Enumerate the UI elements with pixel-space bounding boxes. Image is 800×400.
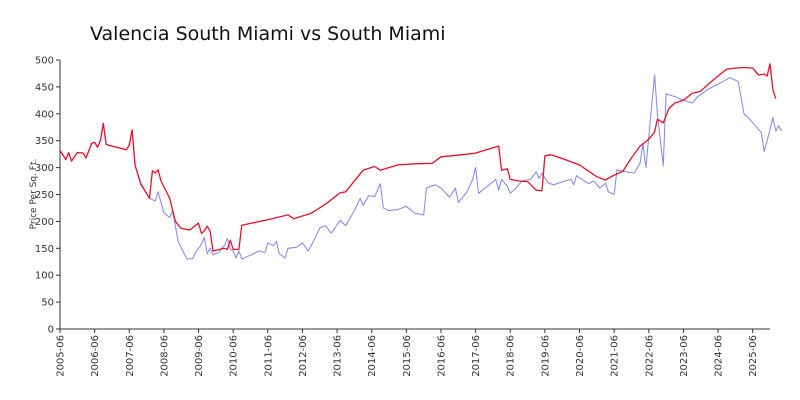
y-tick-label: 100 <box>35 271 54 282</box>
series-line-1 <box>59 63 777 252</box>
x-tick-label: 2016-06 <box>436 335 447 377</box>
x-tick-label: 2017-06 <box>471 335 482 377</box>
x-tick-label: 2021-06 <box>610 335 621 377</box>
y-tick-label: 500 <box>35 56 54 67</box>
x-tick-label: 2007-06 <box>125 335 136 377</box>
x-tick-label: 2014-06 <box>367 335 378 377</box>
x-tick-label: 2024-06 <box>714 335 725 377</box>
series-line-2 <box>59 74 782 260</box>
x-tick-label: 2010-06 <box>229 335 240 377</box>
y-tick-label: 0 <box>48 325 54 336</box>
chart-title: Valencia South Miami vs South Miami <box>90 23 446 45</box>
x-tick-label: 2011-06 <box>263 335 274 377</box>
x-tick-label: 2008-06 <box>159 335 170 377</box>
x-tick-label: 2006-06 <box>90 335 101 377</box>
x-tick-label: 2013-06 <box>333 335 344 377</box>
x-tick-label: 2025-06 <box>748 335 759 377</box>
series-lines <box>59 63 782 260</box>
x-tick-label: 2023-06 <box>679 335 690 377</box>
y-tick-label: 250 <box>35 190 54 201</box>
x-tick-label: 2019-06 <box>540 335 551 377</box>
y-tick-label: 200 <box>35 217 54 228</box>
x-tick-label: 2020-06 <box>575 335 586 377</box>
y-tick-label: 350 <box>35 136 54 147</box>
x-tick-label: 2005-06 <box>56 335 67 377</box>
x-axis-ticks: 2005-06 2006-06 2007-06 2008-06 2009-06 2010-… <box>56 329 759 377</box>
x-tick-label: 2009-06 <box>194 335 205 377</box>
y-tick-label: 50 <box>41 298 54 309</box>
x-tick-label: 2012-06 <box>298 335 309 377</box>
x-tick-label: 2018-06 <box>506 335 517 377</box>
y-tick-label: 150 <box>35 244 54 255</box>
y-axis-ticks: 0 50 100 150 200 250 300 350 400 450 500 <box>35 56 60 336</box>
y-axis-label: Price Per Sq. Ft. <box>29 159 39 230</box>
x-tick-label: 2022-06 <box>644 335 655 377</box>
y-tick-label: 400 <box>35 109 54 120</box>
y-tick-label: 300 <box>35 163 54 174</box>
x-tick-label: 2015-06 <box>402 335 413 377</box>
y-tick-label: 450 <box>35 82 54 93</box>
